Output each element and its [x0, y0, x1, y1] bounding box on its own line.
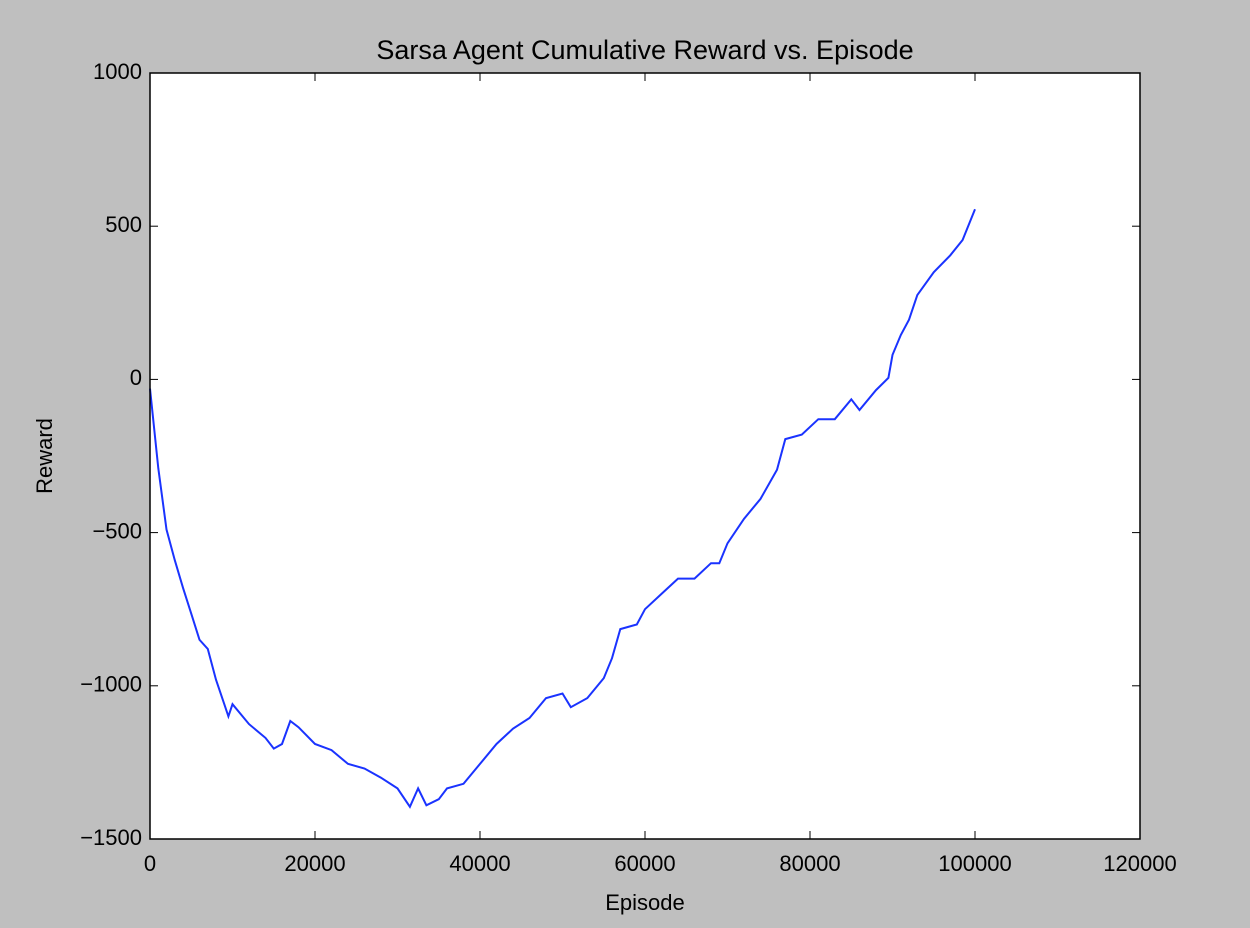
plot-frame — [149, 72, 1141, 840]
y-tick-label: 500 — [105, 212, 142, 237]
chart-title: Sarsa Agent Cumulative Reward vs. Episod… — [376, 35, 913, 65]
y-tick-label: −500 — [92, 518, 142, 543]
x-axis-label: Episode — [605, 890, 685, 915]
y-tick-label: −1500 — [80, 825, 142, 850]
y-tick-label: 0 — [130, 365, 142, 390]
y-tick-label: −1000 — [80, 672, 142, 697]
x-tick-label: 100000 — [938, 851, 1011, 876]
x-tick-label: 20000 — [284, 851, 345, 876]
x-tick-label: 60000 — [614, 851, 675, 876]
x-tick-label: 120000 — [1103, 851, 1176, 876]
y-axis-label: Reward — [32, 418, 57, 494]
x-tick-label: 0 — [144, 851, 156, 876]
x-tick-label: 80000 — [779, 851, 840, 876]
y-tick-label: 1000 — [93, 59, 142, 84]
data-line — [149, 208, 976, 809]
x-tick-label: 40000 — [449, 851, 510, 876]
plot-area — [150, 73, 1140, 839]
